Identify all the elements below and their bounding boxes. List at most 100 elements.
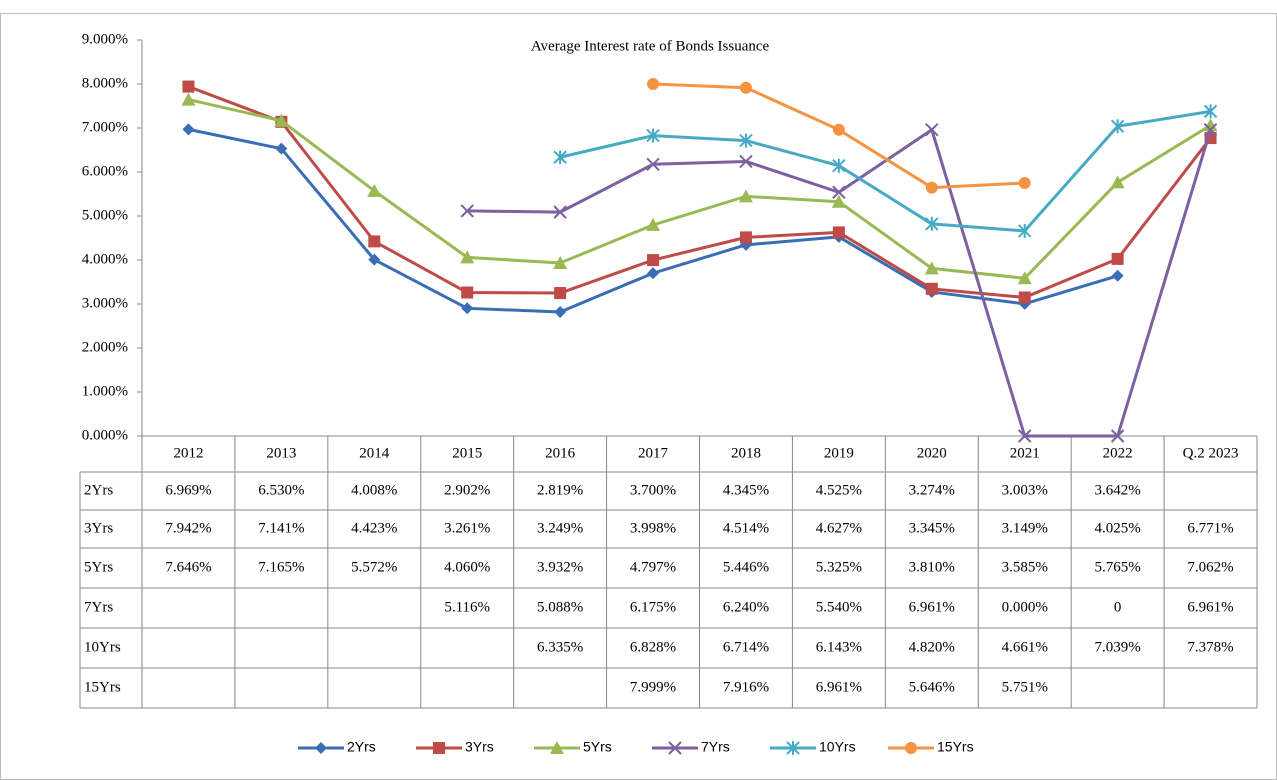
marker: [1018, 223, 1032, 238]
marker: [553, 150, 567, 165]
legend-marker: [905, 742, 917, 754]
marker: [1203, 123, 1218, 137]
chart-title: Average Interest rate of Bonds Issuance: [531, 38, 770, 54]
y-tick-label: 1.000%: [82, 383, 128, 399]
marker: [275, 142, 288, 155]
series-line: [559, 109, 1211, 233]
marker: [925, 181, 938, 194]
marker: [646, 157, 660, 172]
marker: [832, 185, 846, 199]
table-cell: 6.714%: [723, 639, 769, 655]
marker: [368, 235, 381, 248]
table-cell: 4.060%: [444, 559, 490, 575]
marker: [646, 128, 660, 143]
x-tick-label: 2012: [173, 445, 203, 461]
table-cell: 6.335%: [537, 639, 583, 655]
legend-marker: [433, 742, 445, 754]
table-cell: 4.008%: [351, 482, 397, 498]
series-line: [187, 85, 1212, 299]
marker: [647, 254, 660, 267]
marker: [367, 183, 382, 197]
marker: [738, 189, 753, 203]
table-cell: 5.325%: [816, 559, 862, 575]
table-cell: 3.585%: [1002, 559, 1048, 575]
marker: [274, 113, 289, 127]
marker: [832, 158, 846, 173]
table-row-label: 15Yrs: [84, 679, 121, 695]
table-cell: 3.345%: [909, 520, 955, 536]
marker: [1111, 269, 1124, 282]
x-tick-label: 2016: [545, 445, 576, 461]
table-cell: 6.530%: [258, 482, 304, 498]
table-cell: 5.540%: [816, 599, 862, 615]
marker: [1203, 104, 1218, 119]
marker: [460, 250, 475, 264]
marker: [924, 261, 939, 275]
marker: [1018, 176, 1031, 189]
table-row-label: 3Yrs: [84, 520, 113, 536]
marker: [646, 217, 661, 231]
legend-marker: [786, 741, 800, 755]
table-row-label: 5Yrs: [84, 559, 113, 575]
table-cell: 4.525%: [816, 482, 862, 498]
table-cell: 5.765%: [1095, 559, 1141, 575]
table-cell: 7.062%: [1187, 559, 1233, 575]
table-cell: 4.423%: [351, 520, 397, 536]
table-cell: 3.249%: [537, 520, 583, 536]
marker: [1110, 175, 1125, 189]
table-row-label: 7Yrs: [84, 599, 113, 615]
table-cell: 6.961%: [816, 679, 862, 695]
table-cell: 3.700%: [630, 482, 676, 498]
y-tick-label: 2.000%: [82, 339, 128, 355]
table-cell: 0: [1114, 599, 1122, 615]
table-cell: 5.572%: [351, 559, 397, 575]
x-tick-label: 2017: [638, 445, 669, 461]
table-cell: 2.902%: [444, 482, 490, 498]
marker: [1018, 429, 1032, 443]
table-cell: 7.165%: [258, 559, 304, 575]
table-cell: 6.961%: [909, 599, 955, 615]
marker: [739, 231, 752, 244]
table-cell: 6.143%: [816, 639, 862, 655]
series-line: [188, 98, 1212, 280]
table-cell: 7.942%: [165, 520, 211, 536]
legend-label: 10Yrs: [819, 739, 856, 755]
marker: [553, 255, 568, 269]
x-tick-label: 2022: [1103, 445, 1133, 461]
table-cell: 3.998%: [630, 520, 676, 536]
y-tick-label: 7.000%: [82, 119, 128, 135]
legend-marker: [668, 741, 682, 755]
table-cell: 3.274%: [909, 482, 955, 498]
table-cell: 5.088%: [537, 599, 583, 615]
marker: [554, 287, 567, 300]
table-cell: 5.446%: [723, 559, 769, 575]
marker: [647, 78, 660, 91]
legend-label: 2Yrs: [347, 739, 376, 755]
marker: [461, 302, 474, 315]
table-row-label: 10Yrs: [84, 639, 121, 655]
marker: [832, 123, 845, 136]
table-cell: 6.828%: [630, 639, 676, 655]
table-cell: 3.149%: [1002, 520, 1048, 536]
table-cell: 4.025%: [1095, 520, 1141, 536]
table-cell: 6.969%: [165, 482, 211, 498]
marker: [831, 194, 846, 208]
marker: [553, 205, 567, 219]
x-tick-label: 2018: [731, 445, 761, 461]
y-tick-label: 8.000%: [82, 75, 128, 91]
marker: [182, 80, 195, 93]
x-tick-label: 2021: [1010, 445, 1040, 461]
table-cell: 3.003%: [1002, 482, 1048, 498]
table-cell: 6.961%: [1187, 599, 1233, 615]
marker: [1018, 291, 1031, 304]
marker: [368, 253, 381, 266]
x-tick-label: 2020: [917, 445, 947, 461]
table-cell: 3.261%: [444, 520, 490, 536]
table-cell: 5.116%: [444, 599, 490, 615]
table-cell: 4.514%: [723, 520, 769, 536]
marker: [647, 267, 660, 280]
marker: [182, 123, 195, 136]
table-cell: 7.378%: [1187, 639, 1233, 655]
table-cell: 7.646%: [165, 559, 211, 575]
